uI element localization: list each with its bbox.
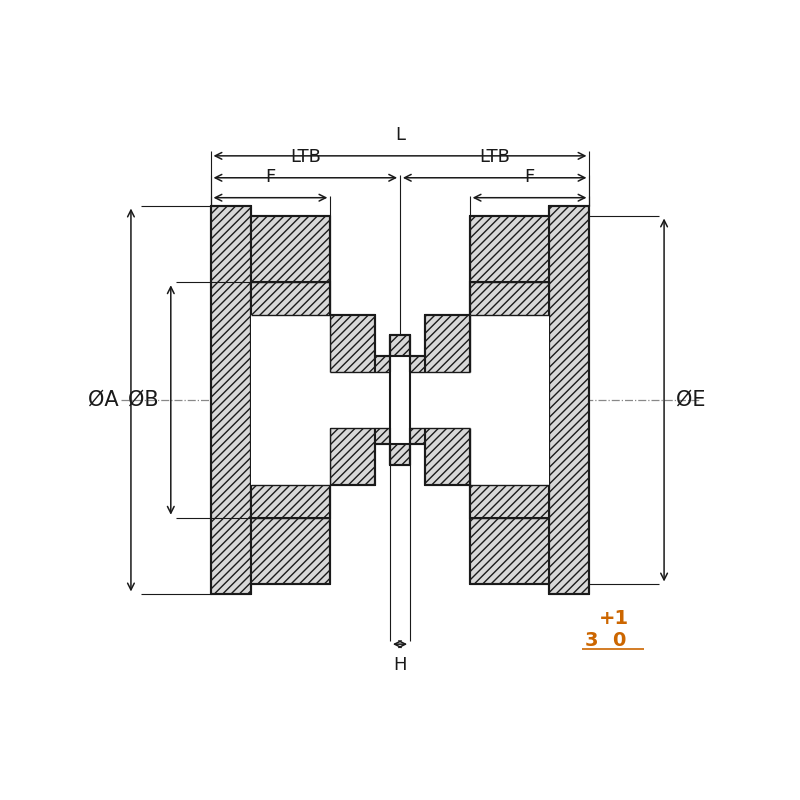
Text: F: F [266, 168, 275, 186]
Polygon shape [390, 444, 410, 465]
Text: F: F [525, 168, 534, 186]
Text: ØB: ØB [128, 390, 159, 410]
Polygon shape [375, 372, 390, 428]
Polygon shape [250, 282, 330, 518]
Text: L: L [395, 126, 405, 144]
Polygon shape [250, 216, 330, 584]
Polygon shape [470, 216, 550, 584]
Text: ØA: ØA [88, 390, 119, 410]
Text: LTB: LTB [479, 148, 510, 166]
Text: ØE: ØE [676, 390, 706, 410]
Polygon shape [470, 315, 550, 485]
Polygon shape [390, 372, 410, 428]
Polygon shape [250, 282, 330, 518]
Polygon shape [250, 315, 330, 485]
Text: 3: 3 [584, 631, 598, 650]
Polygon shape [470, 282, 550, 518]
Polygon shape [550, 206, 590, 594]
Polygon shape [410, 356, 425, 444]
Polygon shape [375, 356, 390, 444]
Polygon shape [470, 282, 550, 518]
Polygon shape [390, 335, 410, 356]
Text: H: H [394, 656, 406, 674]
Polygon shape [425, 372, 470, 428]
Polygon shape [410, 372, 425, 428]
Text: +1: +1 [599, 610, 630, 628]
Polygon shape [330, 372, 375, 428]
Polygon shape [330, 315, 375, 485]
Text: LTB: LTB [290, 148, 321, 166]
Polygon shape [425, 315, 470, 485]
Text: 0: 0 [612, 631, 626, 650]
Polygon shape [210, 206, 250, 594]
